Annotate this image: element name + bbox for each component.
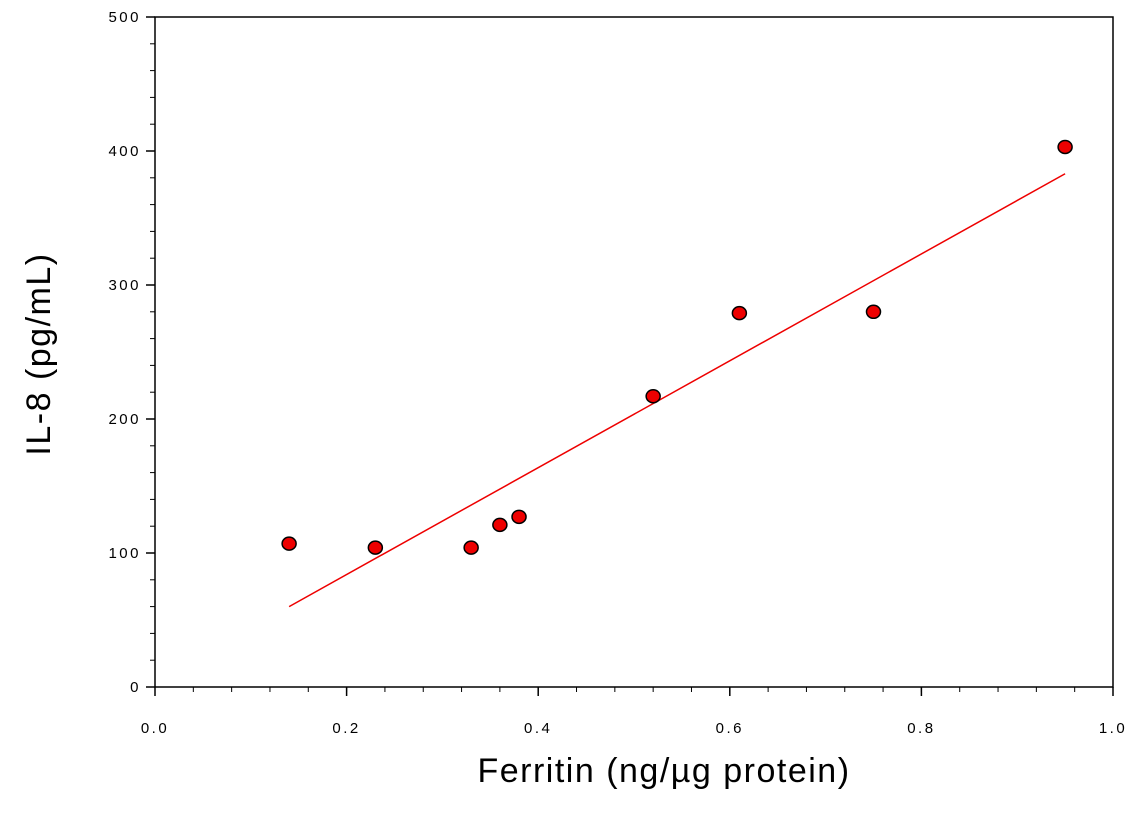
major-ticks xyxy=(146,16,1114,696)
y-tick-label: 100 xyxy=(108,545,141,562)
y-axis-title: IL-8 (pg/mL) xyxy=(20,252,58,455)
y-tick-label: 500 xyxy=(108,9,141,26)
x-axis-title: Ferritin (ng/µg protein) xyxy=(477,752,850,790)
x-tick-label: 0.2 xyxy=(332,720,360,737)
y-tick-labels: 0 100 200 300 400 500 xyxy=(108,9,141,696)
regression-line xyxy=(288,173,1066,608)
data-point xyxy=(1057,139,1073,155)
data-point xyxy=(645,388,661,404)
x-tick-label: 0.4 xyxy=(524,720,552,737)
data-point xyxy=(367,540,384,555)
data-point xyxy=(731,305,748,321)
minor-ticks xyxy=(150,43,1076,692)
data-point xyxy=(865,304,882,320)
y-tick-label: 0 xyxy=(130,679,141,696)
y-tick-label: 200 xyxy=(108,411,141,428)
x-tick-label: 0.0 xyxy=(141,720,169,737)
data-point xyxy=(463,540,479,555)
x-tick-label: 1.0 xyxy=(1099,720,1127,737)
x-tick-label: 0.6 xyxy=(716,720,744,737)
plot-frame xyxy=(154,16,1114,688)
y-tick-label: 300 xyxy=(108,277,141,294)
x-tick-label: 0.8 xyxy=(907,720,935,737)
x-tick-labels: 0.0 0.2 0.4 0.6 0.8 1.0 xyxy=(141,720,1127,737)
data-point xyxy=(281,536,297,551)
data-point xyxy=(511,509,527,525)
data-points xyxy=(281,139,1073,555)
y-tick-label: 400 xyxy=(108,143,141,160)
data-point xyxy=(492,517,508,533)
